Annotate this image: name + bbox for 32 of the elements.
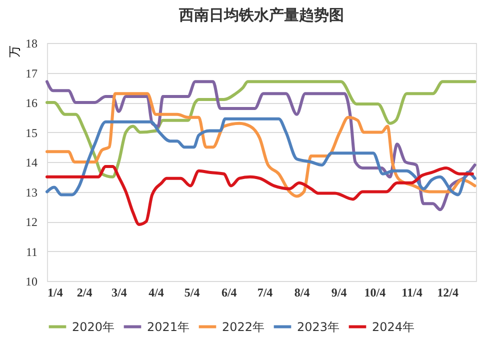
chart-title: 西南日均铁水产量趋势图 (178, 7, 344, 24)
y-tick-label: 16 (26, 96, 38, 110)
x-tick-label: 12/4 (437, 286, 458, 300)
x-tick-label: 1/4 (48, 286, 63, 300)
x-tick-label: 11/4 (402, 286, 422, 300)
legend-label: 2024年 (372, 320, 415, 334)
y-tick-label: 18 (26, 36, 38, 50)
y-tick-label: 15 (26, 126, 38, 140)
x-tick-label: 8/4 (294, 286, 310, 300)
legend-label: 2022年 (222, 320, 265, 334)
x-tick-label: 5/4 (184, 286, 200, 300)
y-tick-label: 12 (26, 215, 38, 229)
y-tick-label: 17 (26, 66, 38, 80)
x-tick-label: 9/4 (331, 286, 347, 300)
legend-label: 2021年 (147, 320, 190, 334)
y-tick-label: 10 (26, 274, 38, 288)
x-tick-label: 7/4 (257, 286, 273, 300)
line-series (46, 117, 476, 196)
x-tick-label: 6/4 (221, 286, 237, 300)
y-tick-label: 13 (26, 185, 38, 200)
x-tick-label: 10/4 (364, 286, 386, 300)
y-tick-label: 14 (26, 156, 38, 170)
y-tick-label: 11 (26, 244, 38, 259)
y-axis-title: 万 (8, 46, 22, 58)
x-tick-label: 2/4 (76, 286, 92, 300)
legend-label: 2020年 (72, 320, 115, 334)
x-tick-label: 4/4 (148, 286, 164, 300)
legend-label: 2023年 (297, 320, 340, 334)
line-series (46, 80, 476, 178)
line-series (46, 164, 474, 226)
line-series (46, 92, 476, 198)
x-tick-label: 3/4 (112, 286, 127, 300)
